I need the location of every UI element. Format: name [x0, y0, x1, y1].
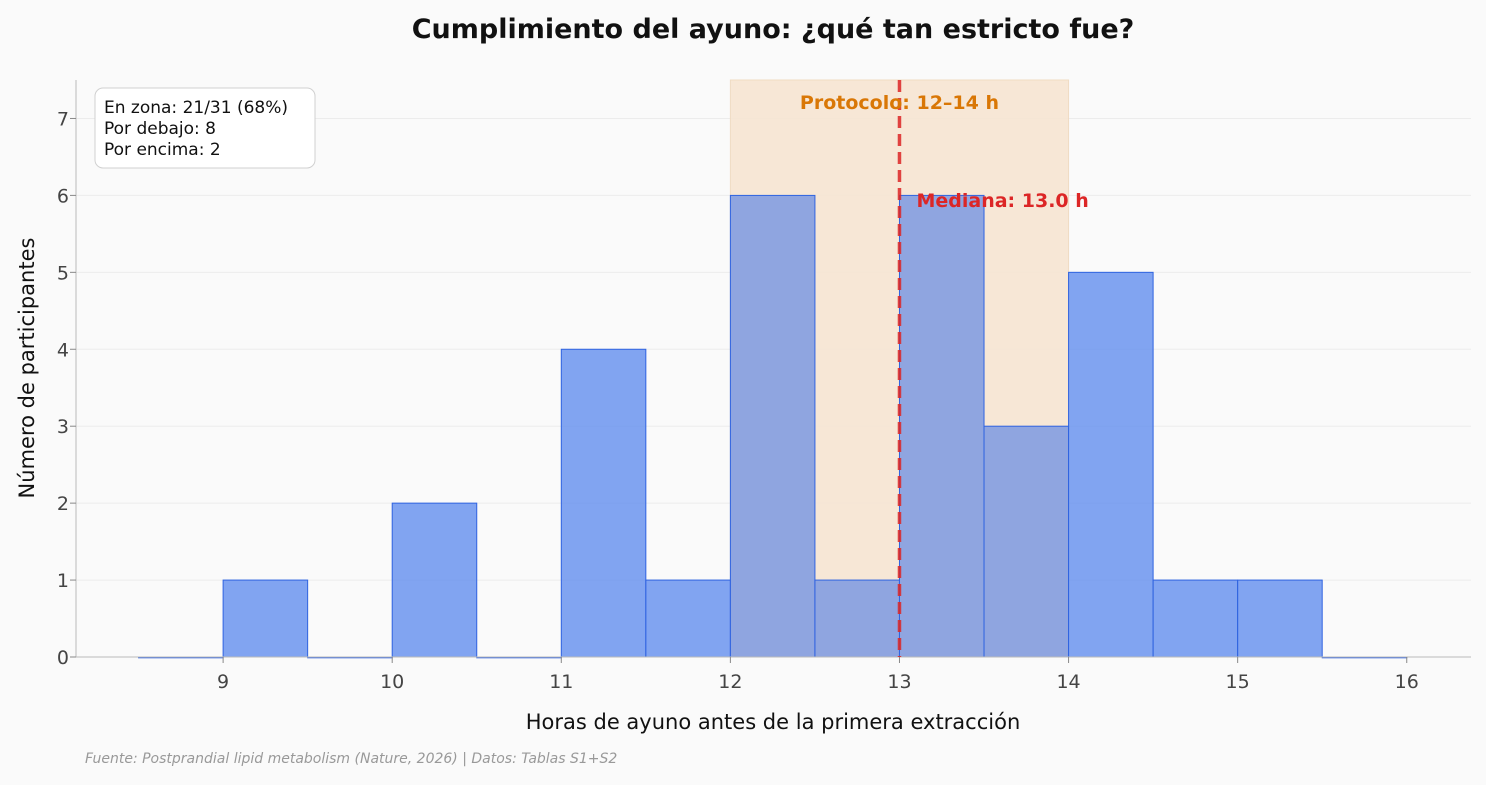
- summary-line: Por debajo: 8: [104, 119, 216, 139]
- source-note: Fuente: Postprandial lipid metabolism (N…: [85, 751, 617, 767]
- x-tick-label: 14: [1056, 671, 1080, 693]
- x-axis-label: Horas de ayuno antes de la primera extra…: [526, 710, 1021, 734]
- y-tick-label: 1: [57, 570, 69, 592]
- x-tick-label: 9: [217, 671, 229, 693]
- y-tick-label: 6: [57, 185, 69, 207]
- protocol-zone-label: Protocolo: 12–14 h: [800, 92, 999, 114]
- median-label: Mediana: 13.0 h: [916, 190, 1088, 212]
- histogram-bar: [1068, 271, 1154, 658]
- histogram-bar: [222, 579, 309, 658]
- histogram-bar: [560, 348, 647, 658]
- y-axis-label: Número de participantes: [15, 238, 39, 499]
- x-tick-label: 13: [887, 671, 911, 693]
- x-tick-label: 16: [1395, 671, 1419, 693]
- histogram-bar: [983, 425, 1070, 658]
- histogram-bar: [1237, 579, 1323, 658]
- summary-line: En zona: 21/31 (68%): [104, 98, 288, 118]
- y-tick-label: 0: [57, 647, 69, 669]
- chart-title: Cumplimiento del ayuno: ¿qué tan estrict…: [412, 14, 1135, 45]
- summary-box: [94, 87, 316, 169]
- summary-line: Por encima: 2: [104, 140, 221, 160]
- histogram-bar: [814, 579, 900, 658]
- histogram-bar: [729, 194, 816, 658]
- y-tick-label: 7: [57, 108, 69, 130]
- histogram-bar: [645, 579, 731, 658]
- histogram-bar: [898, 194, 985, 658]
- x-tick-label: 10: [380, 671, 404, 693]
- x-tick-label: 12: [718, 671, 742, 693]
- y-tick-label: 3: [57, 416, 69, 438]
- x-tick-label: 15: [1226, 671, 1250, 693]
- y-tick-label: 2: [57, 493, 69, 515]
- y-tick-label: 4: [57, 339, 69, 361]
- y-tick-label: 5: [57, 262, 69, 284]
- x-tick-label: 11: [549, 671, 573, 693]
- histogram-bar: [1152, 579, 1239, 658]
- histogram-bar: [391, 502, 478, 658]
